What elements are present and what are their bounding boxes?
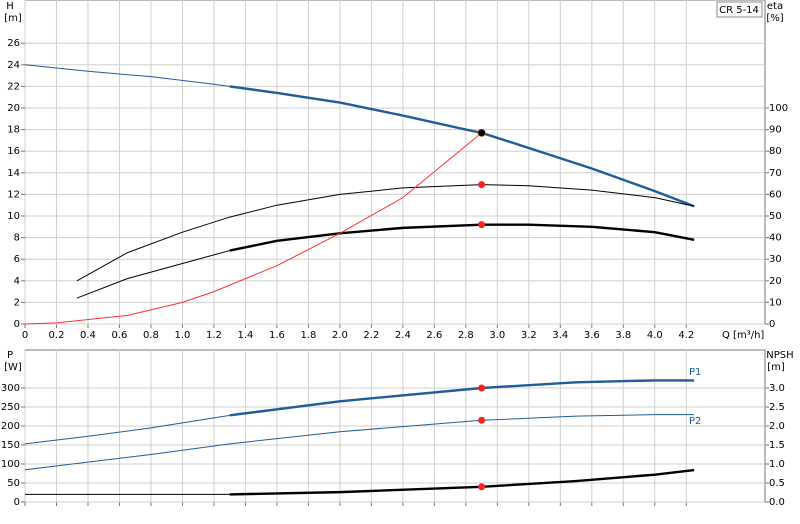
y-tick-label: 14 bbox=[7, 168, 20, 179]
x-tick-label: 1.2 bbox=[206, 330, 222, 341]
series-label: P1 bbox=[689, 367, 701, 378]
y2-tick-label: 60 bbox=[769, 189, 782, 200]
x-tick-label: 0.2 bbox=[49, 330, 65, 341]
curve bbox=[24, 64, 230, 87]
x-tick-label: 1.8 bbox=[300, 330, 316, 341]
y2-tick-label: 20 bbox=[769, 276, 782, 287]
x-tick-label: 3.4 bbox=[552, 330, 568, 341]
duty-point bbox=[478, 483, 486, 491]
x-tick-label: 2.0 bbox=[332, 330, 348, 341]
x-tick-label: 3.0 bbox=[489, 330, 505, 341]
y-unit: [m] bbox=[4, 13, 22, 24]
y-tick-label: 4 bbox=[14, 276, 20, 287]
y-tick-label: 24 bbox=[7, 60, 20, 71]
x-tick-label: 1.6 bbox=[269, 330, 285, 341]
y2-tick-label: 3.0 bbox=[769, 383, 785, 394]
x-tick-label: 0.4 bbox=[80, 330, 96, 341]
y-tick-label: 20 bbox=[7, 103, 20, 114]
y-label: H bbox=[6, 1, 14, 12]
duty-point bbox=[478, 416, 486, 424]
y2-tick-label: 50 bbox=[769, 211, 782, 222]
x-tick-label: 3.2 bbox=[521, 330, 537, 341]
chart-title: CR 5-14 bbox=[719, 5, 759, 16]
y-tick-label: 12 bbox=[7, 189, 20, 200]
y-tick-label: 100 bbox=[1, 459, 20, 470]
x-label: Q [m³/h] bbox=[722, 330, 764, 341]
y2-tick-label: 10 bbox=[769, 297, 782, 308]
y2-label: eta bbox=[767, 1, 783, 12]
y-tick-label: 16 bbox=[7, 146, 20, 157]
x-tick-label: 4.0 bbox=[647, 330, 663, 341]
y-tick-label: 300 bbox=[1, 383, 20, 394]
curve bbox=[24, 132, 482, 325]
y2-tick-label: 90 bbox=[769, 125, 782, 136]
curve bbox=[24, 414, 695, 471]
y-tick-label: 10 bbox=[7, 211, 20, 222]
y-tick-label: 200 bbox=[1, 421, 20, 432]
y2-tick-label: 2.0 bbox=[769, 421, 785, 432]
x-tick-label: 0.6 bbox=[112, 330, 128, 341]
y2-tick-label: 2.5 bbox=[769, 402, 785, 413]
y2-tick-label: 1.5 bbox=[769, 440, 785, 451]
curve bbox=[24, 414, 230, 445]
series-label: P2 bbox=[689, 416, 701, 427]
y-tick-label: 2 bbox=[14, 297, 20, 308]
y2-tick-label: 0.5 bbox=[769, 478, 785, 489]
x-tick-label: 4.2 bbox=[678, 330, 694, 341]
x-tick-label: 3.6 bbox=[584, 330, 600, 341]
y-label: P bbox=[7, 350, 13, 361]
y-tick-label: 18 bbox=[7, 125, 20, 136]
y2-tick-label: 0 bbox=[769, 319, 775, 330]
y-tick-label: 0 bbox=[14, 319, 20, 330]
x-tick-label: 1.0 bbox=[174, 330, 190, 341]
curve bbox=[76, 184, 695, 282]
y2-tick-label: 100 bbox=[769, 103, 788, 114]
duty-point bbox=[478, 181, 486, 189]
y2-tick-label: 1.0 bbox=[769, 459, 785, 470]
x-tick-label: 2.6 bbox=[426, 330, 442, 341]
plot-area bbox=[24, 0, 766, 325]
y2-label: NPSH bbox=[766, 350, 793, 361]
curve bbox=[76, 250, 230, 299]
y2-tick-label: 40 bbox=[769, 233, 782, 244]
y2-unit: [%] bbox=[766, 13, 783, 24]
y-unit: [W] bbox=[4, 362, 22, 373]
x-tick-label: 1.4 bbox=[237, 330, 253, 341]
y2-tick-label: 70 bbox=[769, 168, 782, 179]
y-tick-label: 26 bbox=[7, 38, 20, 49]
curve bbox=[229, 379, 695, 417]
y2-tick-label: 80 bbox=[769, 146, 782, 157]
x-tick-label: 2.8 bbox=[458, 330, 474, 341]
y2-unit: [m] bbox=[767, 362, 785, 373]
y-tick-label: 50 bbox=[7, 478, 20, 489]
duty-point bbox=[478, 129, 486, 137]
y-tick-label: 8 bbox=[14, 233, 20, 244]
x-tick-label: 2.4 bbox=[395, 330, 411, 341]
x-tick-label: 3.8 bbox=[615, 330, 631, 341]
curve bbox=[229, 468, 695, 496]
y2-tick-label: 0.0 bbox=[769, 497, 785, 508]
y-tick-label: 0 bbox=[14, 497, 20, 508]
duty-point bbox=[478, 384, 486, 392]
curve bbox=[229, 85, 695, 208]
y-tick-label: 150 bbox=[1, 440, 20, 451]
y2-tick-label: 30 bbox=[769, 254, 782, 265]
x-tick-label: 0 bbox=[22, 330, 28, 341]
y-tick-label: 250 bbox=[1, 402, 20, 413]
title-box bbox=[716, 1, 763, 18]
x-tick-label: 2.2 bbox=[363, 330, 379, 341]
y-tick-label: 6 bbox=[14, 254, 20, 265]
x-tick-label: 0.8 bbox=[143, 330, 159, 341]
y-tick-label: 22 bbox=[7, 81, 20, 92]
duty-point bbox=[478, 221, 486, 229]
